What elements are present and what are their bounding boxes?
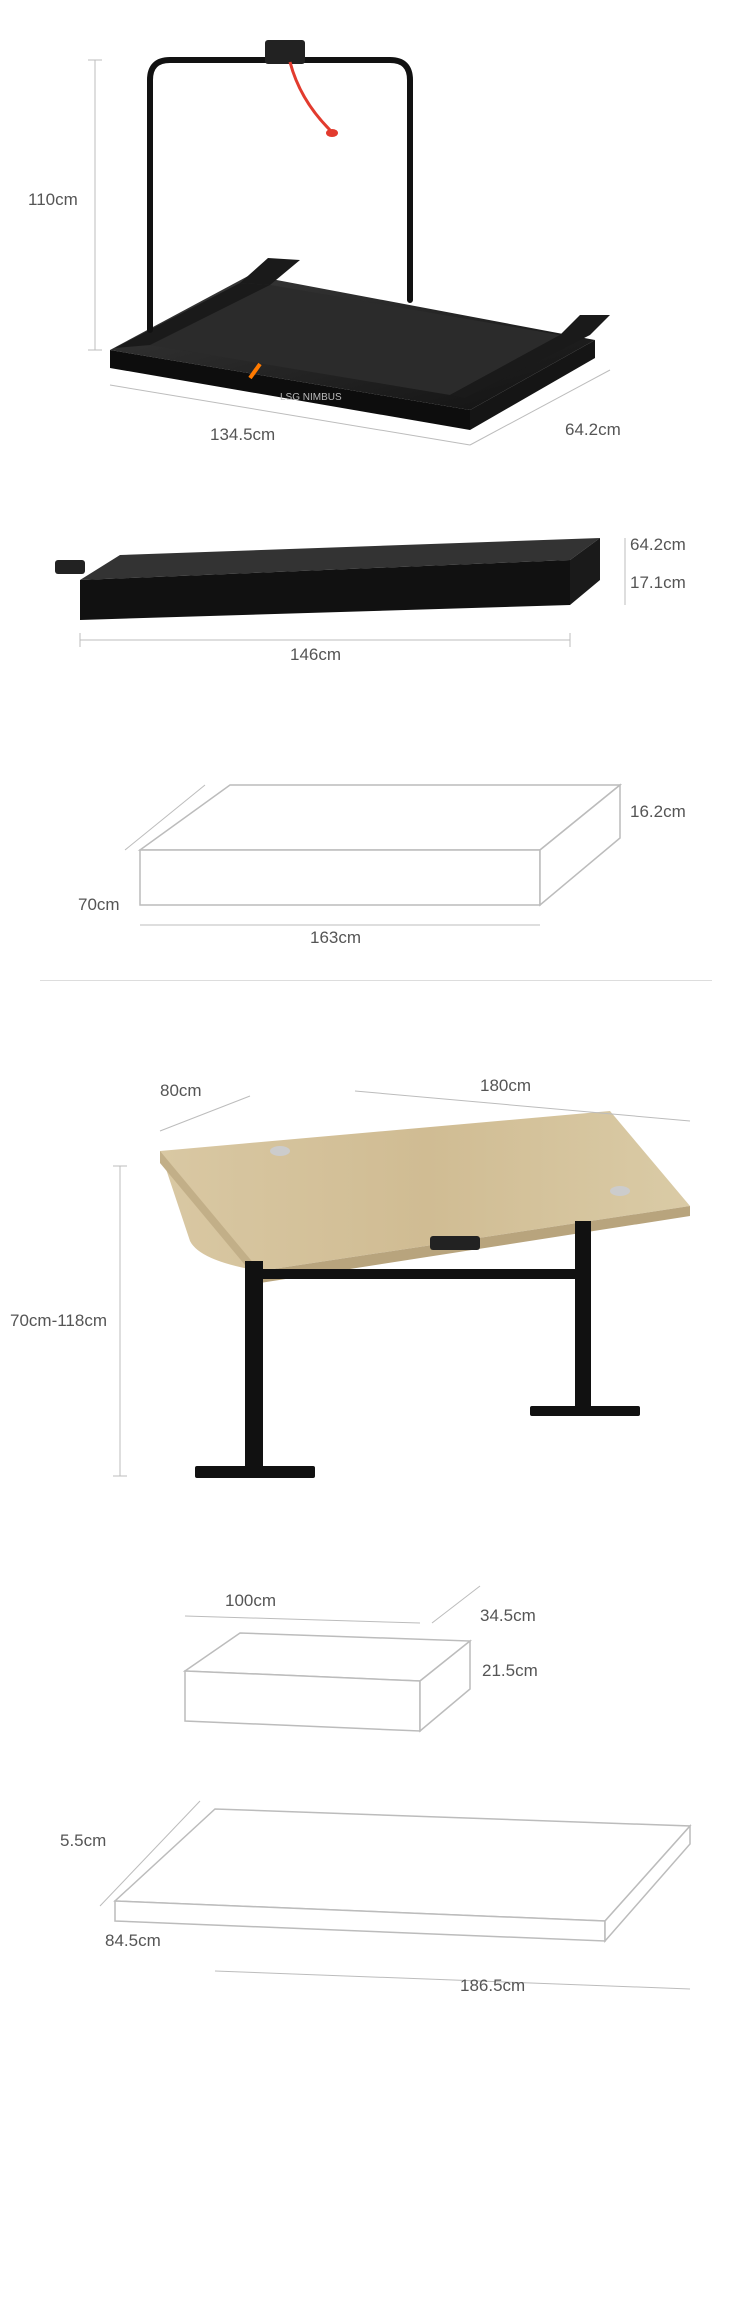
desk-boxes-illustration: [0, 1551, 752, 2031]
desk-depth-label: 80cm: [160, 1081, 202, 1101]
desk-boxes-section: 100cm 34.5cm 21.5cm 5.5cm 84.5cm 186.5cm: [0, 1551, 752, 2031]
folded-length-label: 146cm: [290, 645, 341, 665]
box-height-label: 16.2cm: [630, 802, 686, 822]
treadmill-upright-section: LSG NIMBUS 110cm 134.5cm 64.2cm: [0, 0, 752, 460]
desk-width-label: 180cm: [480, 1076, 531, 1096]
treadmill-upright-illustration: LSG NIMBUS: [0, 0, 752, 460]
folded-width-label: 64.2cm: [630, 535, 686, 555]
desk-illustration: [0, 1011, 752, 1551]
large-box-length-label: 186.5cm: [460, 1976, 525, 1996]
box-length-label: 163cm: [310, 928, 361, 948]
desk-section: 80cm 180cm 70cm-118cm: [0, 1011, 752, 1551]
treadmill-folded-section: 64.2cm 17.1cm 146cm: [0, 460, 752, 670]
desk-height-label: 70cm-118cm: [10, 1311, 107, 1331]
small-box-height-label: 21.5cm: [482, 1661, 538, 1681]
dim-height-label: 110cm: [28, 190, 78, 210]
treadmill-folded-illustration: [0, 460, 752, 670]
dim-width-label: 64.2cm: [565, 420, 621, 440]
box-width-label: 70cm: [78, 895, 120, 915]
large-box-height-label: 5.5cm: [60, 1831, 106, 1851]
dim-length-label: 134.5cm: [210, 425, 275, 445]
large-box-width-label: 84.5cm: [105, 1931, 161, 1951]
small-box-length-label: 100cm: [225, 1591, 276, 1611]
treadmill-box-section: 16.2cm 163cm 70cm: [0, 670, 752, 950]
small-box-width-label: 34.5cm: [480, 1606, 536, 1626]
divider: [40, 980, 712, 981]
svg-text:LSG NIMBUS: LSG NIMBUS: [280, 392, 342, 403]
folded-height-label: 17.1cm: [630, 573, 686, 593]
